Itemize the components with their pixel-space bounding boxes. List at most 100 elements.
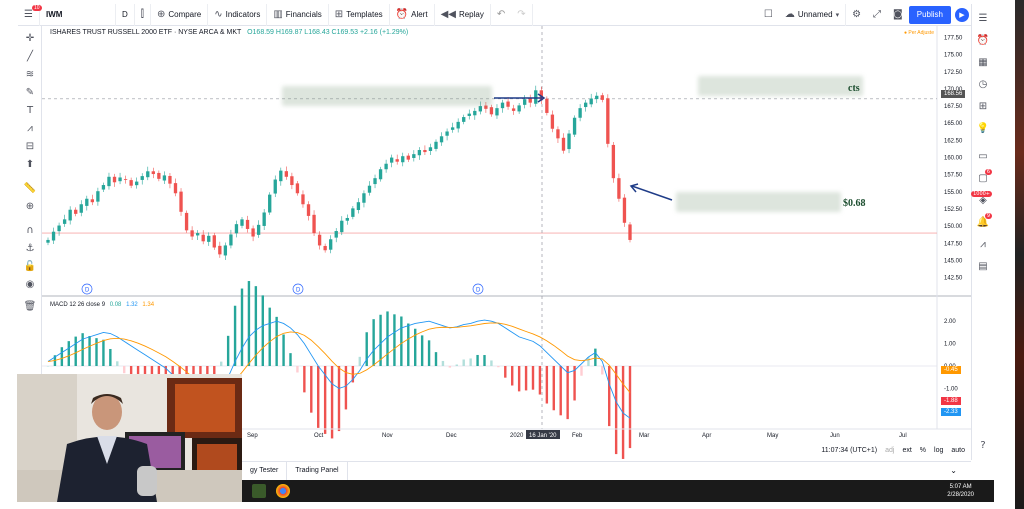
financials-button[interactable]: ▥ Financials [267, 3, 329, 26]
candle-body [362, 193, 366, 203]
ruler-icon[interactable]: 📏 [23, 182, 37, 194]
macd-tag-3: -2.33 [941, 408, 961, 416]
fib-icon[interactable]: ≋ [25, 68, 35, 80]
notifications-icon[interactable]: 🔔 9 [976, 213, 992, 228]
taskbar-clock[interactable]: 5:07 AM 2/28/2020 [947, 483, 974, 499]
settings-button[interactable]: ⚙ [846, 4, 867, 26]
macd-histogram-bar [462, 359, 465, 366]
candle-body [578, 108, 582, 118]
candle-body [406, 155, 410, 160]
publish-button[interactable]: Publish [908, 5, 951, 24]
expand-button[interactable]: ⤢ [867, 4, 887, 26]
candle-body [179, 191, 183, 212]
ideas-icon[interactable]: ◈ 1000+ [971, 191, 992, 206]
layout-button[interactable]: ☁ Unnamed ▾ [779, 3, 847, 26]
top-toolbar: ☰ 10 IWM D ⫿ ⊕ Compare ∿ Indicators ▥ Fi… [18, 3, 971, 26]
undo-button[interactable]: ↶ [491, 4, 511, 26]
tab-strategy-tester[interactable]: gy Tester [242, 461, 288, 480]
alert-button[interactable]: ⏰ Alert [390, 3, 435, 26]
macd-histogram-bar [434, 352, 438, 366]
alarm-clock-icon[interactable]: ⏰ [976, 34, 990, 46]
percent-toggle[interactable]: % [919, 446, 927, 454]
candle-body [168, 175, 172, 184]
ext-toggle[interactable]: ext [902, 446, 912, 454]
text-icon[interactable]: T [26, 104, 34, 116]
candle-body [567, 133, 571, 150]
log-toggle[interactable]: log [934, 446, 944, 454]
magnet-icon[interactable]: ∩ [26, 224, 34, 236]
play-button[interactable]: ▶ [955, 7, 969, 22]
redo-button[interactable]: ↷ [511, 3, 533, 26]
auto-toggle[interactable]: auto [951, 446, 965, 454]
chat-icon[interactable]: ▭ [978, 150, 988, 162]
adj-toggle[interactable]: adj [885, 446, 895, 454]
templates-button[interactable]: ⊞ Templates [329, 3, 390, 26]
candle-body [517, 105, 521, 112]
macd-histogram-bar [427, 340, 431, 366]
fullscreen-select-button[interactable]: ☐ [758, 4, 779, 26]
macd-legend: MACD 12 26 close 9 0.08 1.32 1.34 [50, 302, 154, 308]
arrow-up-icon[interactable]: ⬆ [25, 158, 35, 170]
macd-histogram-bar [552, 366, 555, 411]
chart-type-button[interactable]: ⫿ [135, 3, 151, 26]
macd-histogram-bar [393, 314, 396, 366]
crosshair-time-bg [526, 430, 560, 439]
tab-strategy-tester-label: gy Tester [250, 467, 279, 474]
lock-drawing-icon[interactable]: ⚓ [25, 242, 35, 254]
zoom-icon[interactable]: ⊕ [25, 200, 35, 212]
macd-histogram-bar [379, 314, 382, 366]
snapshot-button[interactable]: ◙ [887, 4, 909, 26]
trash-icon[interactable]: 🗑 [23, 300, 37, 312]
lightbulb-icon[interactable]: 💡 [976, 122, 990, 134]
candle-body [595, 95, 599, 100]
calendar-icon[interactable]: ▦ [978, 56, 988, 68]
trend-icon[interactable]: ⩘ [980, 238, 986, 250]
forecast-icon[interactable]: ⊟ [25, 140, 35, 152]
help-icon[interactable]: ? [980, 439, 986, 451]
compare-button[interactable]: ⊕ Compare [151, 3, 209, 26]
camera-icon: ◙ [893, 9, 903, 20]
candle-body [528, 97, 532, 103]
cloud-icon: ☁ [784, 9, 795, 20]
utc-time[interactable]: 11:07:34 (UTC+1) [821, 446, 878, 454]
indicators-button[interactable]: ∿ Indicators [208, 3, 268, 26]
watchlist-icon[interactable]: ☰ [978, 12, 988, 24]
grid-icon[interactable]: ⊞ [978, 100, 988, 112]
indicators-icon: ∿ [214, 9, 223, 20]
macd-histogram-bar [628, 366, 632, 449]
pattern-icon[interactable]: ⩘ [27, 122, 33, 134]
symbol-search[interactable]: IWM [40, 3, 116, 26]
plus-circle-icon: ⊕ [156, 9, 166, 20]
replay-button[interactable]: ◀◀ Replay [435, 3, 491, 26]
annotation-block-left [282, 86, 492, 106]
menu-button[interactable]: ☰ 10 [18, 3, 42, 26]
alert-label: Alert [411, 10, 428, 19]
collapse-panel-button[interactable]: ⌄ [950, 466, 957, 475]
comments-icon[interactable]: ▢ 6 [978, 169, 992, 184]
clock-icon[interactable]: ◷ [978, 78, 988, 90]
macd-histogram-bar [483, 355, 486, 366]
chrome-icon[interactable] [276, 484, 290, 498]
templates-label: Templates [346, 10, 383, 19]
app-icon-green[interactable] [252, 484, 266, 498]
macd-label: MACD 12 26 close 9 [50, 302, 106, 308]
candles-icon: ⫿ [140, 9, 144, 20]
time-axis-label: Jun [830, 433, 840, 439]
tab-trading-panel[interactable]: Trading Panel [287, 461, 348, 480]
lock-icon[interactable]: 🔓 [23, 260, 37, 272]
candle-body [123, 179, 128, 180]
macd-histogram-bar [74, 336, 77, 366]
time-axis-label: Oct [314, 433, 324, 439]
hotlist-icon[interactable]: ▤ [978, 260, 988, 272]
eye-icon[interactable]: ◉ [25, 278, 35, 290]
price-tick-label: 160.00 [944, 156, 963, 162]
tab-trading-panel-label: Trading Panel [295, 467, 339, 474]
candle-body [46, 239, 50, 243]
clock-time: 5:07 AM [949, 484, 972, 490]
interval-button[interactable]: D [116, 3, 135, 26]
trend-line-icon[interactable]: ╱ [26, 50, 34, 62]
replay-label: Replay [458, 10, 484, 19]
crosshair-icon[interactable]: ✛ [25, 32, 35, 44]
brush-icon[interactable]: ✎ [25, 86, 35, 98]
candle-body [395, 159, 399, 162]
